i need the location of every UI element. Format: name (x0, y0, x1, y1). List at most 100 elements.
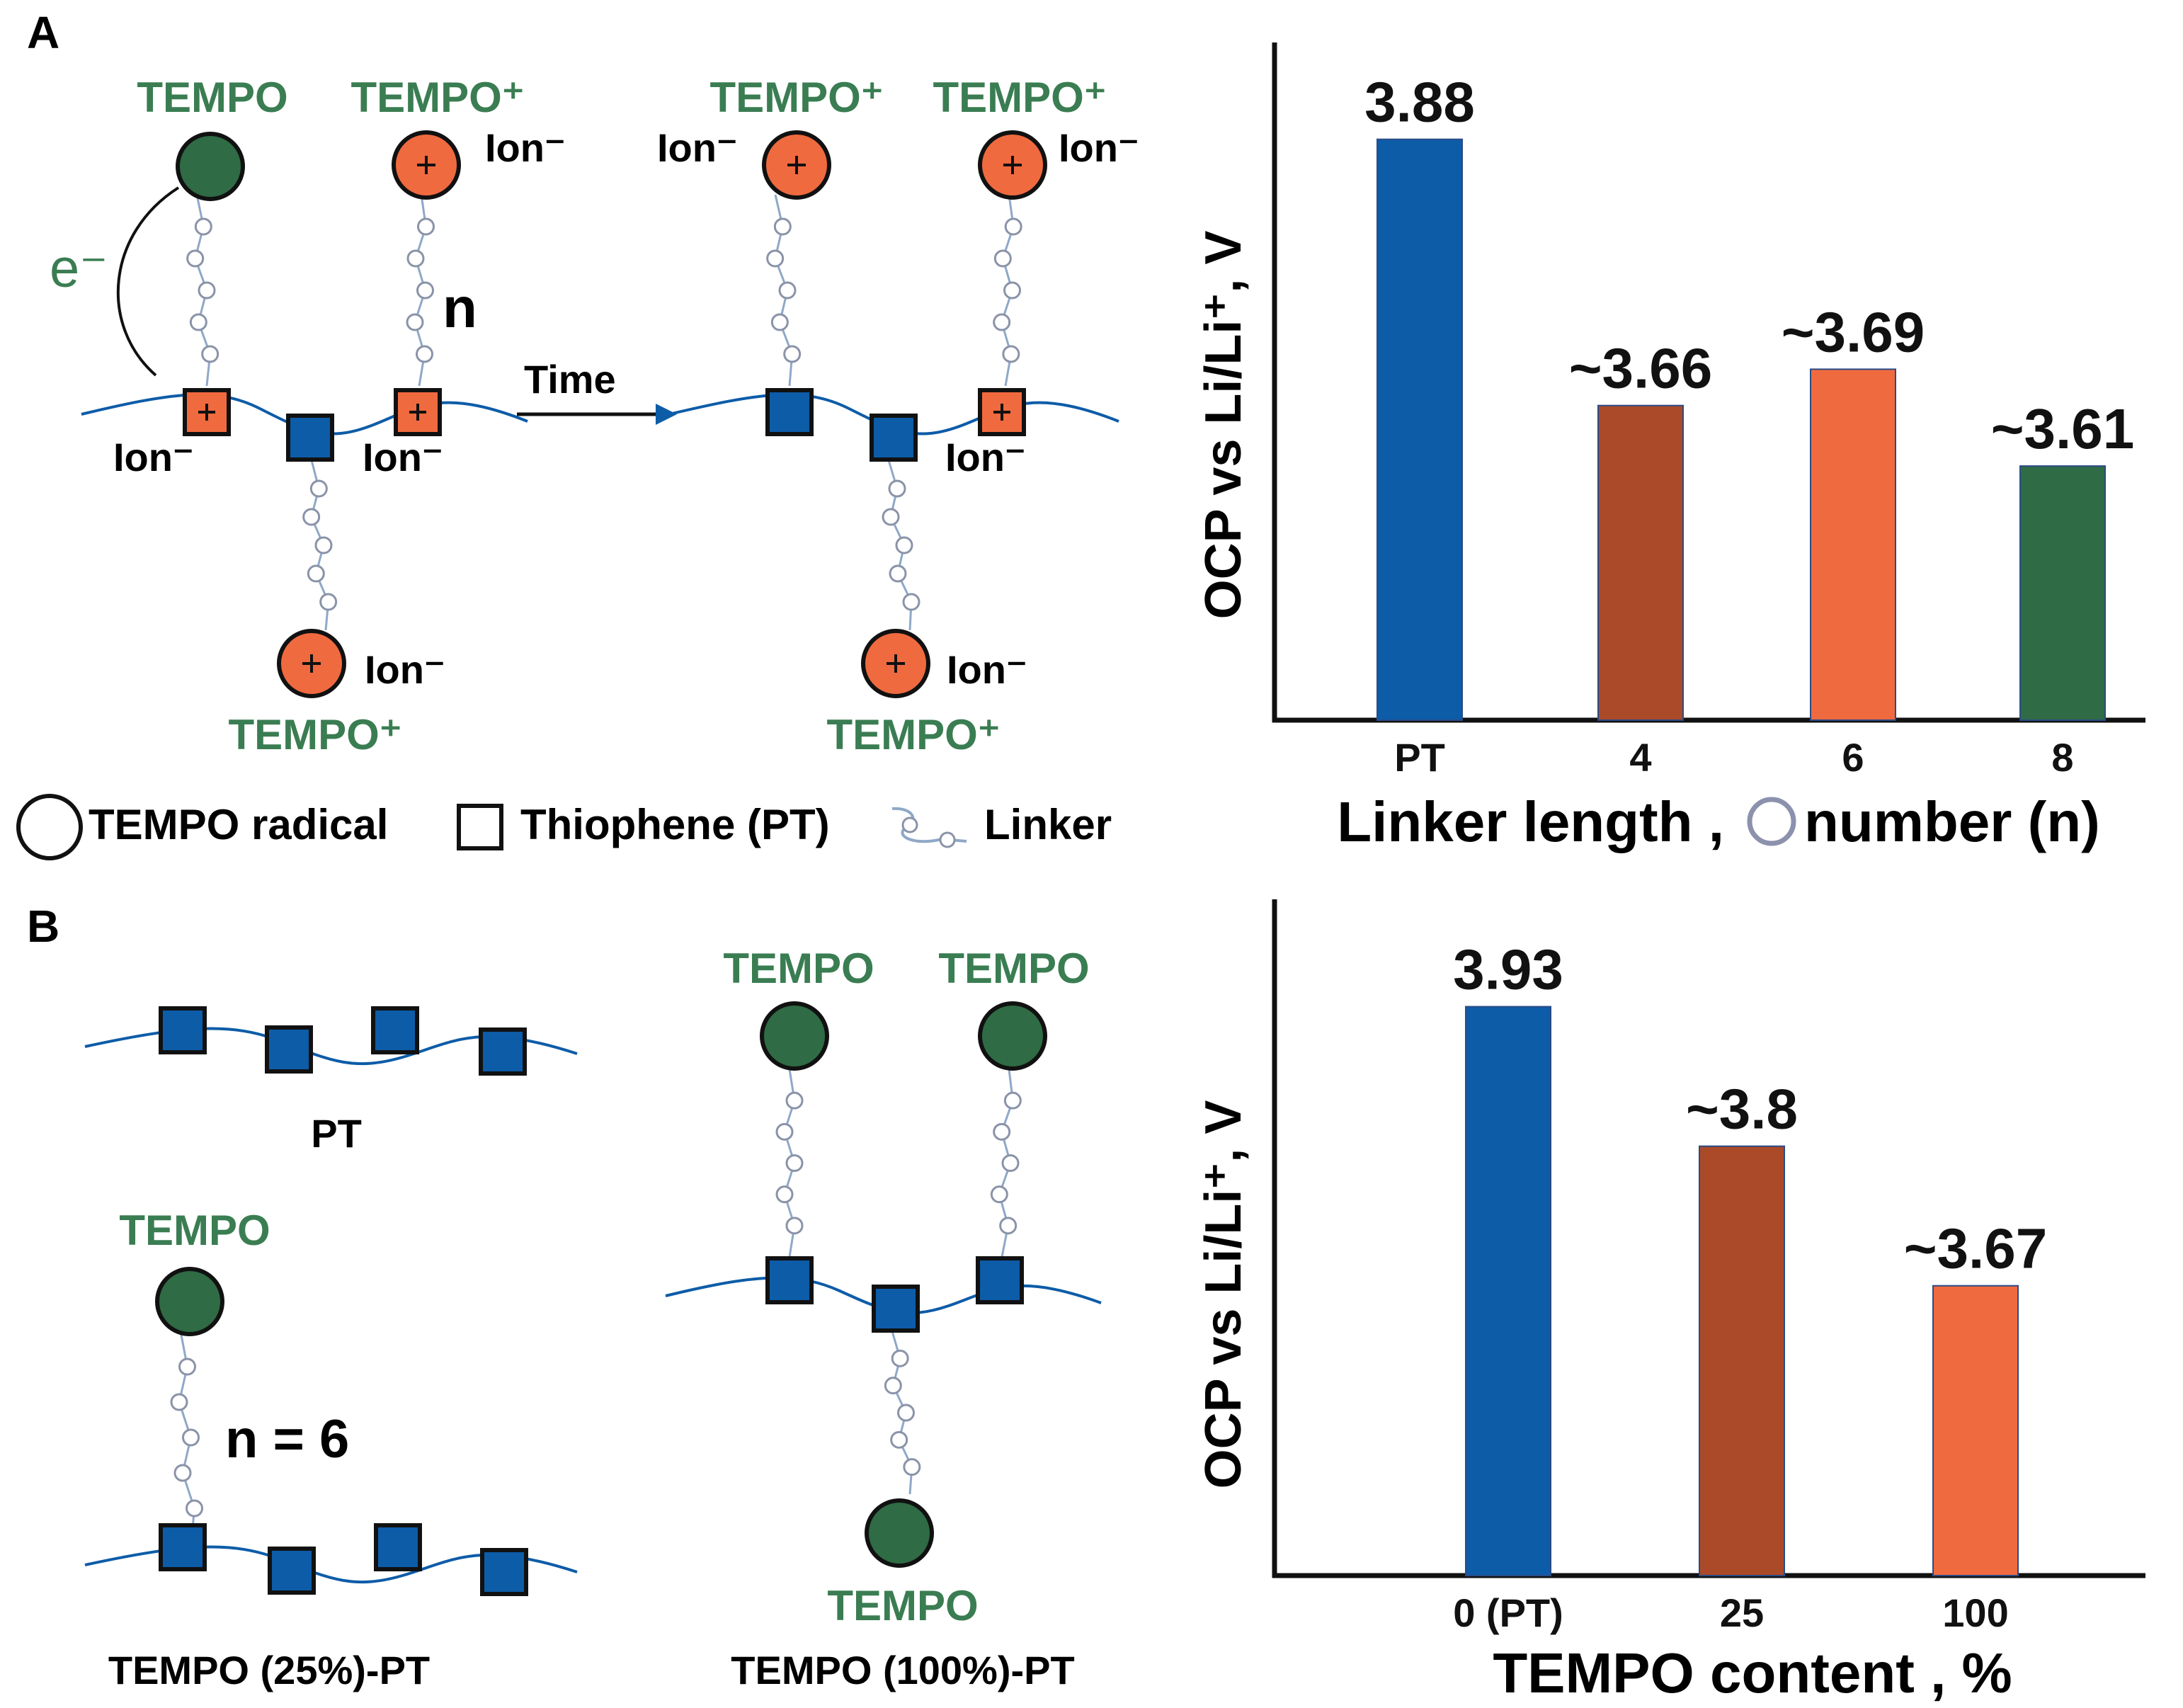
linker-unit (766, 249, 785, 268)
linker-unit (993, 313, 1011, 331)
linker-unit (999, 1217, 1018, 1235)
linker-unit (889, 564, 907, 583)
linker-unit (314, 536, 333, 554)
plus-icon (887, 654, 905, 673)
linker-unit (416, 345, 433, 363)
legend-thiophene-icon (457, 804, 503, 850)
thiophene-unit (265, 1025, 313, 1074)
time-label: Time (524, 357, 616, 402)
linker-unit (939, 831, 956, 848)
thiophene-unit (870, 414, 918, 462)
ion-label: Ion⁻ (945, 435, 1026, 479)
thiophene-unit (286, 414, 334, 462)
x-tick-label: 100 (1942, 1590, 2008, 1635)
linker-unit (785, 1217, 804, 1235)
linker-unit (783, 345, 802, 363)
linker-unit (194, 217, 212, 236)
x-tick-label: 8 (2051, 735, 2073, 780)
plus-icon (409, 404, 426, 421)
x-tick-label: 6 (1842, 735, 1864, 780)
thiophene-unit (371, 1006, 419, 1054)
panel-letter-a: A (27, 7, 59, 58)
linker-unit (775, 1185, 794, 1204)
tempo-radical (176, 132, 245, 201)
bar-data-label: ~3.69 (1782, 300, 1925, 363)
tempo-label: TEMPO (137, 74, 287, 121)
tempo-label: TEMPO (119, 1207, 270, 1254)
tempo-label: TEMPO (723, 945, 874, 992)
electron-transfer-arc (116, 186, 180, 377)
linker-unit (189, 313, 207, 331)
tempo-radical (978, 1001, 1047, 1071)
bar (1932, 1285, 2019, 1576)
plus-icon (993, 404, 1010, 421)
x-tick-label: PT (1394, 735, 1445, 780)
bar-data-label: ~3.61 (1991, 397, 2134, 460)
tempo-radical (155, 1267, 224, 1336)
bar (1465, 1006, 1551, 1576)
legend-linker-label: Linker (984, 801, 1112, 848)
linker-unit (406, 249, 425, 268)
electron-label: e⁻ (50, 239, 108, 299)
linker-unit (888, 479, 906, 498)
linker-unit (417, 217, 435, 236)
linker-unit (302, 508, 321, 526)
bar-data-label: ~3.67 (1904, 1217, 2047, 1280)
plus-icon (302, 654, 321, 673)
chemistry-schematic (16, 130, 1119, 1596)
bar (2019, 465, 2106, 721)
ion-label: Ion⁻ (113, 435, 194, 479)
tempo-25-pt-label: TEMPO (25%)-PT (108, 1648, 430, 1692)
linker-unit (902, 593, 920, 611)
x-tick-label: 25 (1720, 1590, 1764, 1635)
linker-unit (1003, 1091, 1022, 1110)
linker-unit (309, 479, 328, 498)
legend-radical-label: TEMPO radical (89, 801, 388, 848)
linker-unit (785, 1091, 804, 1110)
chart-a-xlabel-left: Linker length , (1337, 790, 1724, 853)
thiophene-unit (479, 1027, 527, 1076)
chart-b-ylabel: OCP vs Li/Li⁺, V (1195, 1100, 1252, 1489)
linker-unit (884, 1377, 902, 1395)
linker-unit (903, 1458, 921, 1476)
linker-unit (773, 217, 792, 236)
tempo-label: TEMPO (938, 945, 1089, 992)
tempo-plus-label: TEMPO⁺ (933, 74, 1106, 121)
ion-label: Ion⁻ (365, 647, 445, 692)
linker-unit (891, 1349, 909, 1367)
linker-unit (307, 564, 325, 583)
linker-unit (901, 816, 918, 833)
chart-b-xlabel: TEMPO content , % (1493, 1641, 2012, 1704)
linker-unit (993, 249, 1012, 268)
plus-icon (417, 156, 435, 174)
ion-label: Ion⁻ (947, 647, 1027, 692)
tempo-plus-label: TEMPO⁺ (709, 74, 883, 121)
tempo-plus-label: TEMPO⁺ (228, 711, 401, 758)
linker-unit (897, 1404, 915, 1422)
bar (1377, 138, 1463, 721)
tempo-100-pt-label: TEMPO (100%)-PT (731, 1648, 1074, 1692)
bar (1597, 404, 1684, 722)
linker-unit (198, 281, 216, 300)
thiophene-unit (872, 1285, 920, 1333)
linker-unit (882, 508, 900, 526)
linker-unit (182, 1428, 200, 1447)
x-tick-label: 0 (PT) (1453, 1590, 1563, 1635)
linker-unit (416, 281, 434, 300)
linker-unit (990, 1185, 1008, 1204)
thiophene-unit (976, 1256, 1024, 1304)
chart-a-xlabel-right: number (n) (1804, 790, 2100, 853)
tempo-radical (865, 1498, 934, 1568)
linker-unit (895, 536, 913, 554)
thiophene-unit (159, 1523, 207, 1571)
linker-n-label: n (443, 276, 477, 339)
n-equals-label: n = 6 (225, 1409, 349, 1469)
linker-unit (1004, 217, 1022, 236)
thiophene-unit (268, 1547, 316, 1595)
bar-data-label: 3.88 (1364, 71, 1475, 134)
linker-unit (778, 281, 797, 300)
linker-unit-icon (1747, 797, 1796, 846)
thiophene-unit (159, 1006, 207, 1054)
ion-label: Ion⁻ (1059, 125, 1139, 170)
